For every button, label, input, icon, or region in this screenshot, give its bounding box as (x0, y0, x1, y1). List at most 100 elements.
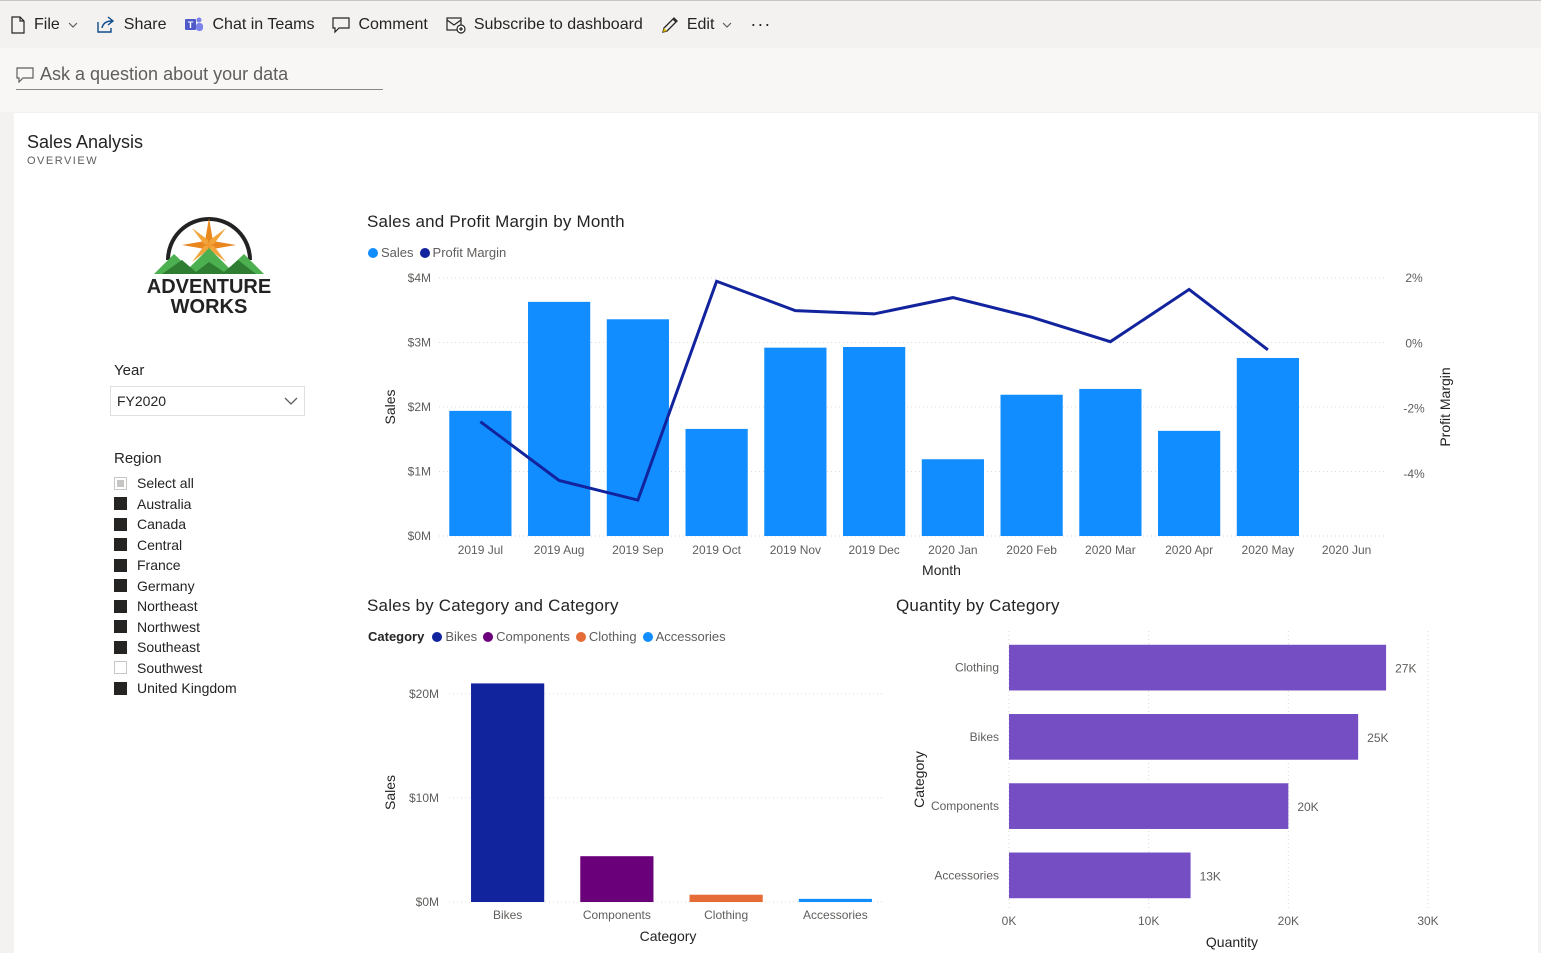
quantity-bar (1009, 852, 1191, 899)
region-item[interactable]: Northeast (114, 596, 237, 617)
checkbox[interactable] (114, 599, 127, 613)
teams-icon: T (185, 17, 204, 31)
y-tick-label: $1M (408, 465, 431, 479)
legend-sales[interactable]: Sales (368, 245, 414, 260)
sales-by-category-chart[interactable]: $0M $10M $20M Bikes Components Clothing Access… (354, 653, 884, 953)
region-item[interactable]: United Kingdom (114, 678, 237, 699)
region-label: Australia (137, 495, 192, 512)
region-label: Select all (137, 475, 194, 492)
sales-bar (606, 319, 669, 536)
subscribe-label: Subscribe to dashboard (473, 15, 643, 33)
region-item[interactable]: Central (114, 535, 237, 556)
y2-tick-label: -2% (1403, 402, 1425, 416)
x-tick-label: 2020 Apr (1165, 543, 1213, 557)
checkbox[interactable] (114, 497, 127, 511)
sales-bar (685, 428, 748, 536)
share-button[interactable]: Share (96, 1, 167, 49)
chat-in-teams-button[interactable]: T Chat in Teams (184, 1, 314, 49)
region-label: France (137, 557, 181, 574)
x-tick-label: 2019 Sep (612, 543, 664, 557)
x-tick-label: 2020 Jan (928, 543, 977, 557)
year-dropdown[interactable]: FY2020 (110, 386, 305, 416)
y-tick-label: Components (931, 799, 999, 813)
comment-button[interactable]: Comment (332, 1, 428, 49)
legend-dot (368, 247, 378, 258)
region-list: Select all Australia Canada Central France Ge… (114, 473, 237, 699)
checkbox[interactable] (114, 558, 127, 572)
checkbox[interactable] (114, 538, 127, 552)
y-axis-title: Sales (382, 775, 398, 810)
category-bar (580, 856, 654, 902)
checkbox[interactable] (114, 476, 127, 490)
logo-line1: ADVENTURE (147, 276, 271, 298)
comment-label: Comment (358, 15, 428, 33)
subscribe-button[interactable]: Subscribe to dashboard (446, 1, 643, 49)
y-tick-label: Accessories (934, 868, 999, 882)
y-axis-title: Category (911, 751, 927, 808)
more-options-button[interactable]: ··· (750, 1, 771, 49)
checkbox[interactable] (114, 579, 127, 593)
quantity-by-category-chart[interactable]: 0K 10K 20K 30K Clothing 27K Bikes 25K Components… (884, 621, 1444, 953)
x-tick-label: 10K (1138, 914, 1159, 928)
legend-clothing[interactable]: Clothing (575, 629, 637, 644)
x-axis-title: Category (640, 928, 697, 944)
region-item[interactable]: France (114, 555, 237, 576)
x-tick-label: Accessories (803, 908, 868, 922)
legend-accessories[interactable]: Accessories (642, 629, 726, 644)
file-menu[interactable]: File (10, 1, 78, 49)
y-tick-label: Clothing (955, 661, 999, 675)
sales-profit-chart[interactable]: $0M $1M $2M $3M $4M 2% 0% -2% -4% 2019 Jul 2019 Au… (354, 263, 1464, 583)
region-item[interactable]: Select all (114, 473, 237, 494)
edit-menu[interactable]: Edit (661, 1, 733, 49)
checkbox[interactable] (114, 620, 127, 634)
y2-axis-title: Profit Margin (1437, 367, 1453, 446)
region-item[interactable]: Northwest (114, 617, 237, 638)
legend-profit-margin[interactable]: Profit Margin (419, 245, 506, 260)
sales-bar (1000, 394, 1063, 536)
y-axis-title: Sales (382, 389, 398, 424)
comment-icon (332, 16, 351, 33)
category-bar (471, 683, 545, 902)
y-tick-label: $2M (408, 400, 431, 414)
region-item[interactable]: Southwest (114, 658, 237, 679)
svg-text:T: T (188, 20, 194, 30)
share-label: Share (123, 15, 167, 33)
region-label: Germany (137, 577, 195, 594)
category-bar (689, 894, 763, 902)
sales-bar (1158, 430, 1221, 536)
qa-input[interactable]: Ask a question about your data (16, 60, 383, 90)
y-tick-label: $3M (408, 336, 431, 350)
quantity-bar (1009, 644, 1387, 691)
region-item[interactable]: Germany (114, 576, 237, 597)
checkbox[interactable] (114, 517, 127, 531)
year-slicer-title: Year (114, 362, 145, 379)
region-label: Northwest (137, 618, 201, 635)
y-tick-label: $0M (408, 529, 431, 543)
y-tick-label: $20M (409, 687, 439, 701)
legend-label: Accessories (655, 629, 726, 644)
legend-dot (483, 631, 494, 642)
chevron-down-icon (722, 22, 732, 28)
region-label: Northeast (137, 598, 198, 615)
x-tick-label: Clothing (704, 908, 748, 922)
region-label: United Kingdom (137, 680, 237, 697)
legend-label: Sales (381, 245, 414, 260)
legend-bikes[interactable]: Bikes (432, 629, 477, 644)
region-item[interactable]: Southeast (114, 637, 237, 658)
legend-components[interactable]: Components (483, 629, 570, 644)
legend-label: Clothing (588, 629, 637, 644)
chart1-legend: Sales Profit Margin (368, 245, 512, 260)
chart2-title: Sales by Category and Category (367, 596, 619, 615)
checkbox[interactable] (114, 681, 127, 695)
report-canvas: Sales Analysis OVERVIEW ADVENTURE WORKS … (14, 113, 1538, 953)
x-axis-title: Month (922, 562, 961, 578)
region-item[interactable]: Canada (114, 514, 237, 535)
x-tick-label: 2019 Dec (848, 543, 899, 557)
checkbox[interactable] (114, 640, 127, 654)
x-tick-label: 2020 Feb (1006, 543, 1057, 557)
sales-bar (921, 459, 984, 536)
chart2-legend: Category Bikes Components Clothing Acces… (368, 629, 732, 644)
legend-label: Bikes (445, 629, 478, 644)
region-item[interactable]: Australia (114, 494, 237, 515)
checkbox[interactable] (114, 661, 127, 675)
